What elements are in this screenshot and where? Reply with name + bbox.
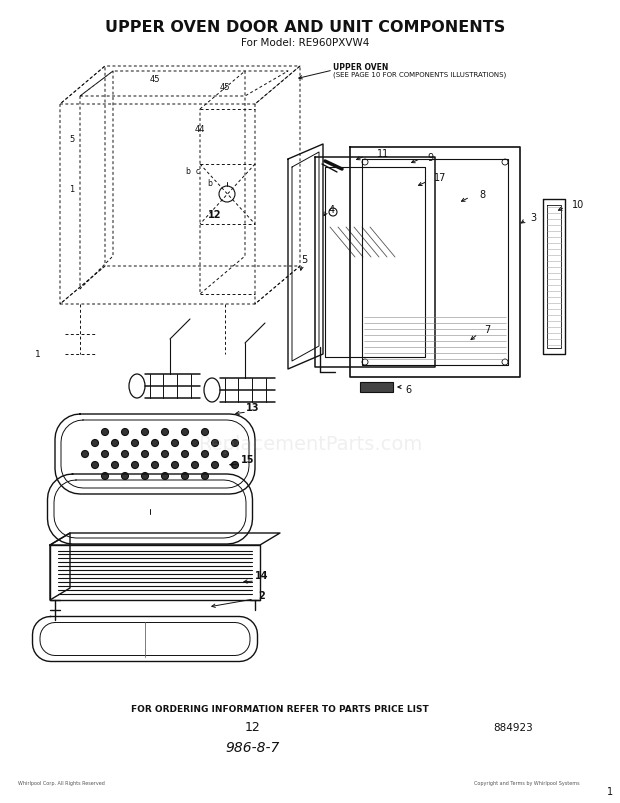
Circle shape [192,440,198,447]
Text: Copyright and Terms by Whirlpool Systems: Copyright and Terms by Whirlpool Systems [474,781,580,785]
Circle shape [141,451,149,458]
Circle shape [161,473,169,480]
Circle shape [231,440,239,447]
Circle shape [161,429,169,436]
Text: 9: 9 [427,153,433,163]
Circle shape [122,451,128,458]
Text: 5: 5 [69,136,74,145]
Circle shape [122,429,128,436]
Text: 8: 8 [479,190,485,200]
Circle shape [112,462,118,469]
Text: c: c [196,167,200,177]
Circle shape [211,440,218,447]
Circle shape [122,473,128,480]
Circle shape [131,440,138,447]
Text: For Model: RE960PXVW4: For Model: RE960PXVW4 [241,38,369,48]
Circle shape [151,462,159,469]
Text: b: b [208,178,213,187]
Circle shape [141,473,149,480]
Circle shape [172,462,179,469]
Text: FOR ORDERING INFORMATION REFER TO PARTS PRICE LIST: FOR ORDERING INFORMATION REFER TO PARTS … [131,704,429,714]
Text: 14: 14 [255,570,268,581]
Circle shape [211,462,218,469]
Text: Whirlpool Corp. All Rights Reserved: Whirlpool Corp. All Rights Reserved [18,781,105,785]
Circle shape [131,462,138,469]
Circle shape [182,473,188,480]
Circle shape [231,462,239,469]
Text: UPPER OVEN: UPPER OVEN [333,63,388,71]
Text: 11: 11 [377,149,389,159]
Circle shape [102,451,108,458]
Circle shape [102,429,108,436]
Text: 4: 4 [329,205,335,214]
Text: 1: 1 [69,185,74,194]
Text: 15: 15 [241,454,255,464]
Circle shape [202,429,208,436]
Circle shape [81,451,89,458]
Circle shape [192,462,198,469]
Text: 17: 17 [434,173,446,183]
Circle shape [151,440,159,447]
Circle shape [92,440,99,447]
Text: b: b [185,167,190,177]
Circle shape [202,473,208,480]
Text: 986-8-7: 986-8-7 [226,740,280,754]
Text: 884923: 884923 [493,722,533,732]
Text: 12: 12 [208,210,222,220]
Circle shape [161,451,169,458]
Text: 2: 2 [259,590,265,601]
Text: ReplacementParts.com: ReplacementParts.com [198,435,422,454]
Text: 6: 6 [405,385,411,394]
Text: 45: 45 [219,84,230,92]
Polygon shape [360,382,393,393]
Circle shape [112,440,118,447]
Circle shape [172,440,179,447]
Text: 3: 3 [530,213,536,222]
Text: 1: 1 [607,786,613,796]
Text: 7: 7 [484,324,490,335]
Circle shape [182,451,188,458]
Circle shape [102,473,108,480]
Text: 44: 44 [195,125,205,134]
Text: UPPER OVEN DOOR AND UNIT COMPONENTS: UPPER OVEN DOOR AND UNIT COMPONENTS [105,20,505,35]
Text: 1: 1 [35,350,41,359]
Text: 10: 10 [572,200,584,210]
Circle shape [141,429,149,436]
Circle shape [202,451,208,458]
Circle shape [182,429,188,436]
Circle shape [221,451,229,458]
Text: 5: 5 [301,255,307,265]
Text: 12: 12 [245,720,261,734]
Circle shape [92,462,99,469]
Text: 45: 45 [150,75,160,84]
Text: (SEE PAGE 10 FOR COMPONENTS ILLUSTRATIONS): (SEE PAGE 10 FOR COMPONENTS ILLUSTRATION… [333,71,507,78]
Text: 13: 13 [246,402,260,413]
